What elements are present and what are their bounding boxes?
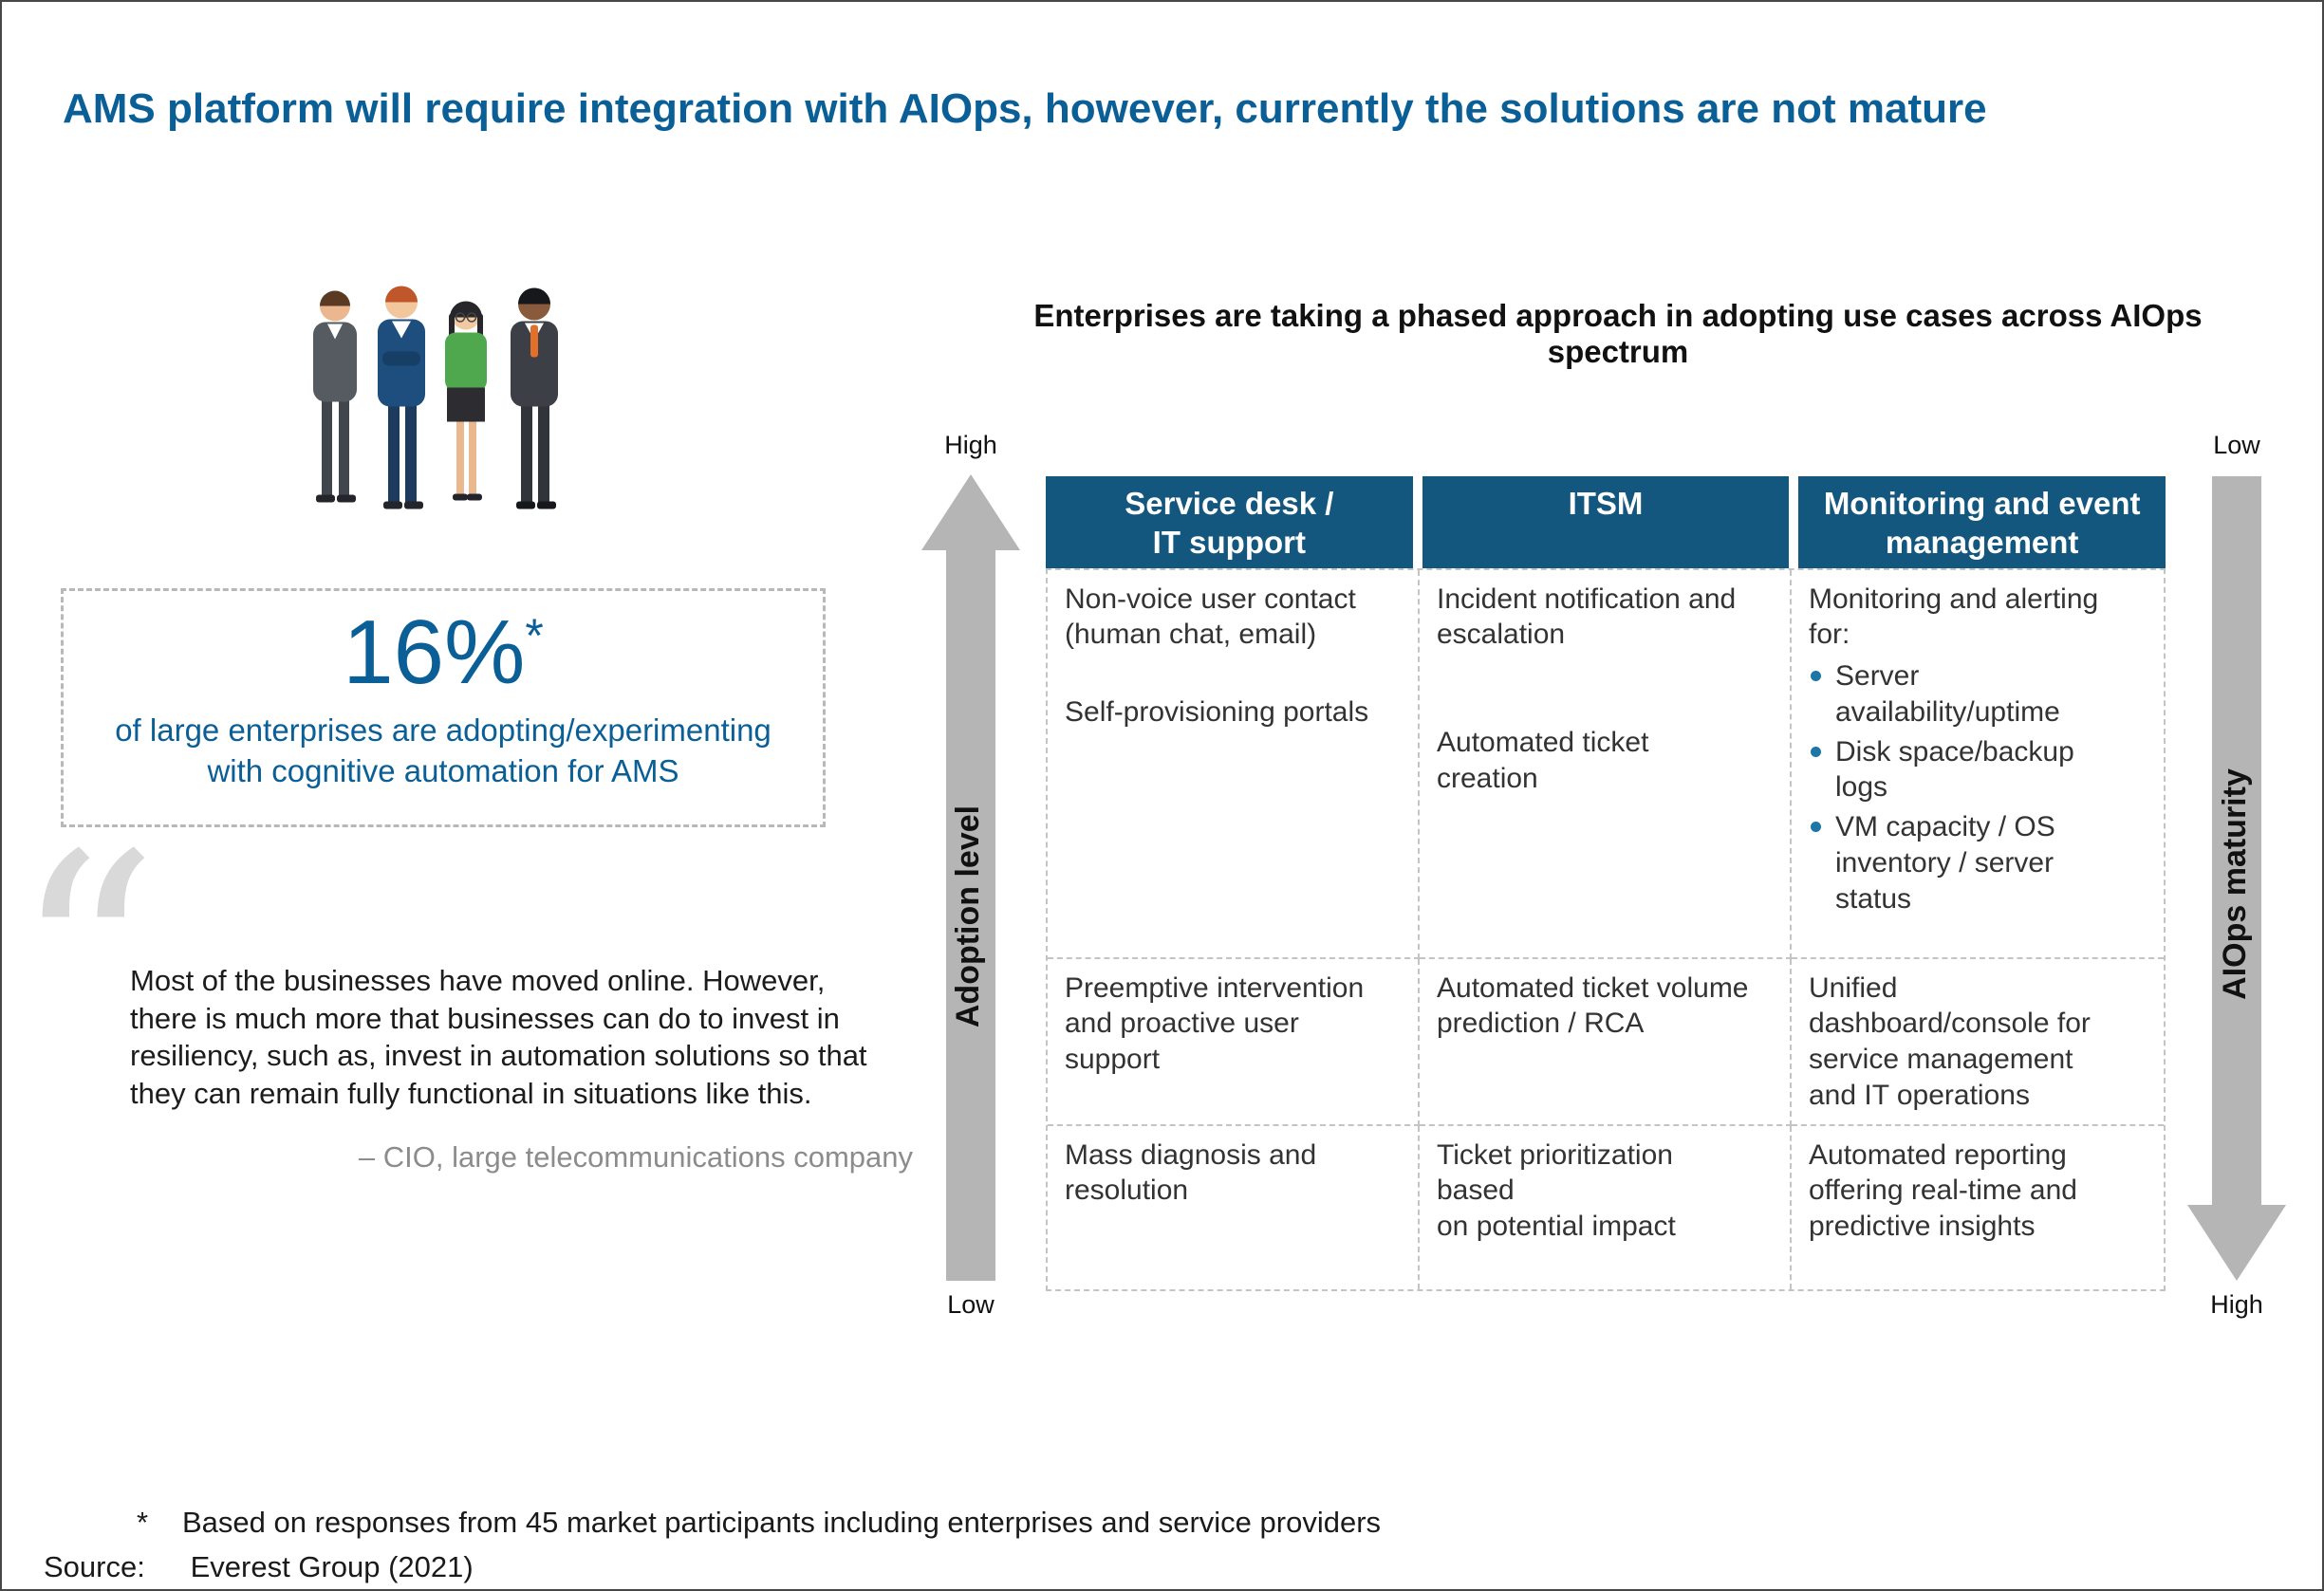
source-value: Everest Group (2021) — [190, 1550, 474, 1583]
cell-paragraph: Preemptive intervention and proactive us… — [1065, 971, 1365, 1076]
cell-paragraph: Automated ticket creation — [1437, 727, 1649, 794]
cell-paragraph: Ticket prioritization based on potential… — [1437, 1138, 1676, 1243]
person-green-top-icon — [445, 301, 487, 501]
bullet-item: VM capacity / OS inventory / server stat… — [1809, 809, 2147, 916]
right-axis-bottom-label: High — [2210, 1290, 2263, 1319]
stat-description: of large enterprises are adopting/experi… — [115, 712, 772, 788]
quote-text: Most of the businesses have moved online… — [130, 964, 867, 1111]
footnote-text: Based on responses from 45 market partic… — [182, 1506, 1382, 1539]
cell-paragraph: Non-voice user contact (human chat, emai… — [1065, 583, 1356, 651]
adoption-arrow-shaft — [946, 548, 995, 1281]
right-axis-top-label: Low — [2213, 431, 2260, 459]
maturity-arrow-shaft — [2212, 476, 2261, 1207]
adoption-arrow-head-icon — [921, 474, 1020, 550]
bullet-list: Server availability/uptime Disk space/ba… — [1809, 658, 2147, 917]
aiops-maturity-axis-label: AIOps maturity — [2217, 768, 2253, 1000]
stat-number: 16% — [343, 601, 526, 703]
aiops-matrix: Service desk / IT support ITSM Monitorin… — [1046, 476, 2166, 1291]
column-header-service-desk: Service desk / IT support — [1046, 476, 1413, 568]
matrix-heading: Enterprises are taking a phased approach… — [1033, 298, 2203, 369]
cell-paragraph: Automated ticket volume prediction / RCA — [1437, 971, 1749, 1040]
maturity-arrow-head-icon — [2187, 1205, 2286, 1281]
matrix-cell-r2c2: Automated ticket volume prediction / RCA — [1420, 958, 1792, 1126]
bullet-item: Disk space/backup logs — [1809, 734, 2147, 806]
person-navy-suit-icon — [378, 286, 425, 509]
left-axis-top-label: High — [944, 431, 997, 459]
person-orange-tie-icon — [511, 287, 558, 509]
matrix-cell-r3c2: Ticket prioritization based on potential… — [1420, 1125, 1792, 1289]
cell-paragraph: Self-provisioning portals — [1065, 696, 1369, 729]
stat-box: 16%* of large enterprises are adopting/e… — [61, 588, 826, 827]
column-header-itsm: ITSM — [1422, 476, 1790, 568]
cell-paragraph: Mass diagnosis and resolution — [1065, 1138, 1317, 1207]
page-title: AMS platform will require integration wi… — [63, 85, 1987, 132]
cell-paragraph: Unified dashboard/console for service ma… — [1809, 971, 2091, 1111]
source-line: Source: Everest Group (2021) — [44, 1550, 474, 1584]
matrix-cell-r1c2: Incident notification and escalation Aut… — [1420, 569, 1792, 959]
matrix-header: Service desk / IT support ITSM Monitorin… — [1046, 476, 2166, 568]
cell-paragraph: Monitoring and alerting for: — [1809, 583, 2099, 651]
cell-paragraph: Automated reporting offering real-time a… — [1809, 1138, 2077, 1243]
cell-paragraph: Incident notification and escalation — [1437, 583, 1737, 651]
people-illustration — [313, 286, 558, 509]
adoption-level-axis-label: Adoption level — [950, 805, 986, 1028]
stat-value: 16%* — [64, 601, 823, 705]
matrix-cell-r1c3: Monitoring and alerting for: Server avai… — [1792, 570, 2164, 959]
quote-attribution: – CIO, large telecommunications company — [358, 1140, 913, 1174]
matrix-cell-r1c1: Non-voice user contact (human chat, emai… — [1048, 569, 1420, 959]
footnote-marker: * — [137, 1506, 149, 1539]
column-header-monitoring: Monitoring and event management — [1798, 476, 2166, 568]
matrix-cell-r3c3: Automated reporting offering real-time a… — [1792, 1126, 2164, 1289]
footnote: * Based on responses from 45 market part… — [137, 1506, 1381, 1540]
source-label: Source: — [44, 1550, 145, 1583]
quote-icon: “ — [13, 794, 159, 1125]
left-axis-bottom-label: Low — [947, 1290, 995, 1319]
matrix-cell-r3c1: Mass diagnosis and resolution — [1048, 1125, 1420, 1289]
matrix-cell-r2c3: Unified dashboard/console for service ma… — [1792, 959, 2164, 1126]
bullet-item: Server availability/uptime — [1809, 658, 2147, 731]
person-gray-suit-icon — [313, 290, 357, 503]
matrix-body: Non-voice user contact (human chat, emai… — [1046, 567, 2166, 1291]
stat-asterisk: * — [525, 609, 544, 662]
matrix-cell-r2c1: Preemptive intervention and proactive us… — [1048, 958, 1420, 1126]
